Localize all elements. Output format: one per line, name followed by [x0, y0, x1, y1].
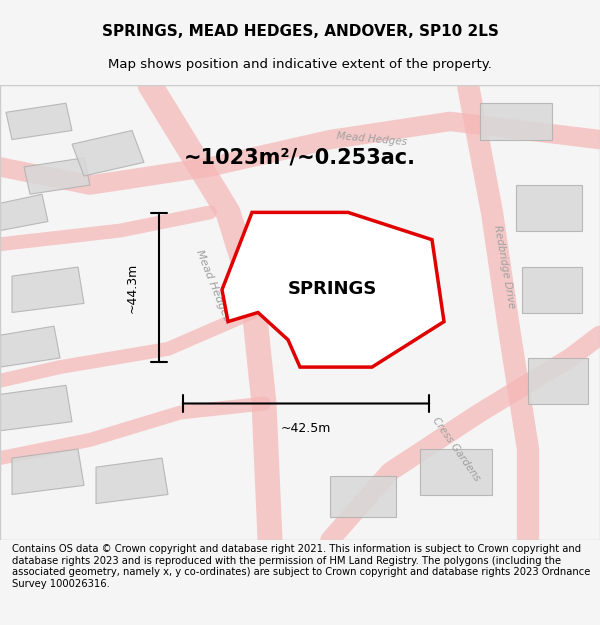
Polygon shape: [0, 385, 72, 431]
Polygon shape: [276, 244, 342, 294]
Text: Cress Gardens: Cress Gardens: [430, 415, 482, 482]
Polygon shape: [96, 458, 168, 504]
Polygon shape: [330, 476, 396, 518]
Text: Mead Hedges: Mead Hedges: [337, 131, 407, 148]
Text: ~1023m²/~0.253ac.: ~1023m²/~0.253ac.: [184, 148, 416, 168]
Text: Map shows position and indicative extent of the property.: Map shows position and indicative extent…: [108, 58, 492, 71]
Polygon shape: [6, 103, 72, 139]
Text: ~44.3m: ~44.3m: [125, 262, 139, 312]
Text: SPRINGS: SPRINGS: [288, 280, 377, 298]
Polygon shape: [222, 213, 444, 367]
Polygon shape: [528, 358, 588, 404]
Text: Mead Hedges: Mead Hedges: [194, 248, 232, 322]
Polygon shape: [0, 326, 60, 367]
Polygon shape: [12, 267, 84, 312]
Polygon shape: [516, 185, 582, 231]
Polygon shape: [522, 267, 582, 312]
Polygon shape: [0, 194, 48, 231]
Polygon shape: [420, 449, 492, 494]
Polygon shape: [480, 103, 552, 139]
Polygon shape: [72, 131, 144, 176]
Polygon shape: [12, 449, 84, 494]
Text: ~42.5m: ~42.5m: [281, 422, 331, 435]
Text: Contains OS data © Crown copyright and database right 2021. This information is : Contains OS data © Crown copyright and d…: [12, 544, 590, 589]
Text: SPRINGS, MEAD HEDGES, ANDOVER, SP10 2LS: SPRINGS, MEAD HEDGES, ANDOVER, SP10 2LS: [101, 24, 499, 39]
Polygon shape: [24, 158, 90, 194]
Text: Redbridge Drive: Redbridge Drive: [492, 224, 516, 309]
